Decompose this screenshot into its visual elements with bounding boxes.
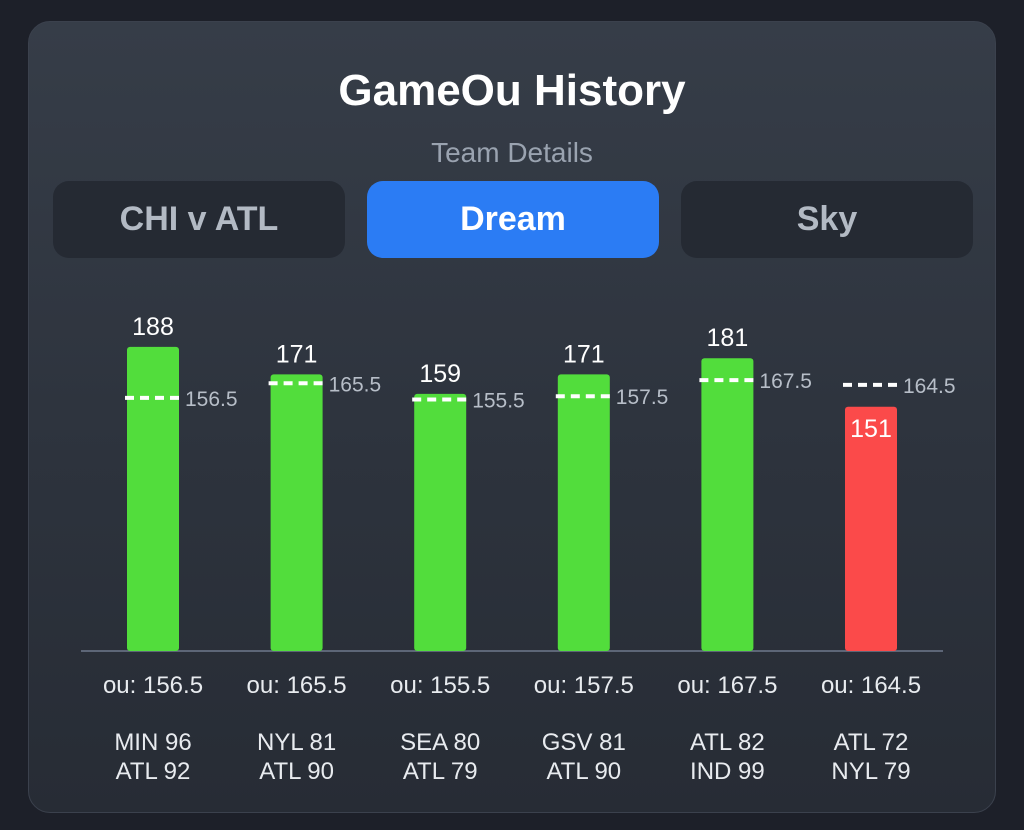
game-team2-label-1: ATL 92 (116, 758, 191, 785)
ou-line-label-2: 165.5 (329, 373, 382, 396)
ou-label-4: ou: 157.5 (534, 672, 634, 699)
bar-value-label-1: 188 (132, 313, 174, 341)
game-team2-label-4: ATL 90 (546, 758, 621, 785)
ou-label-1: ou: 156.5 (103, 672, 203, 699)
ou-line-label-6: 164.5 (903, 375, 956, 398)
bar-value-label-6: 151 (850, 415, 892, 443)
bar-value-label-4: 171 (563, 340, 605, 368)
bar-value-label-3: 159 (419, 360, 461, 388)
ou-line-label-4: 157.5 (616, 386, 669, 409)
bar-1 (127, 346, 179, 651)
page-subtitle: Team Details (431, 137, 593, 168)
game-team2-label-2: ATL 90 (259, 758, 334, 785)
game-team1-label-2: NYL 81 (257, 729, 336, 756)
ou-label-2: ou: 165.5 (247, 672, 347, 699)
bar-6 (845, 406, 897, 651)
bar-value-label-5: 181 (707, 324, 749, 352)
page-title: GameOu History (338, 66, 686, 115)
game-team1-label-1: MIN 96 (114, 729, 191, 756)
tab-sky[interactable]: Sky (681, 181, 973, 258)
game-team2-label-3: ATL 79 (403, 758, 478, 785)
ou-line-label-3: 155.5 (472, 389, 525, 412)
tab-matchup[interactable]: CHI v ATL (53, 181, 345, 258)
ou-label-6: ou: 164.5 (821, 672, 921, 699)
ou-label-3: ou: 155.5 (390, 672, 490, 699)
game-team1-label-4: GSV 81 (542, 729, 626, 756)
game-team1-label-3: SEA 80 (400, 729, 480, 756)
ou-line-label-1: 156.5 (185, 388, 238, 411)
game-team1-label-6: ATL 72 (834, 729, 909, 756)
bar-value-label-2: 171 (276, 340, 318, 368)
bar-4 (557, 374, 610, 651)
game-team2-label-5: IND 99 (690, 758, 765, 785)
ou-history-card: GameOu History Team Details CHI v ATL Dr… (28, 21, 996, 813)
tab-dream[interactable]: Dream (367, 181, 659, 258)
game-team1-label-5: ATL 82 (690, 729, 765, 756)
game-team2-label-6: NYL 79 (831, 758, 910, 785)
ou-label-5: ou: 167.5 (677, 672, 777, 699)
bar-3 (414, 393, 467, 651)
ou-line-label-5: 167.5 (759, 370, 812, 393)
bar-5 (701, 358, 754, 651)
bar-2 (270, 374, 323, 651)
